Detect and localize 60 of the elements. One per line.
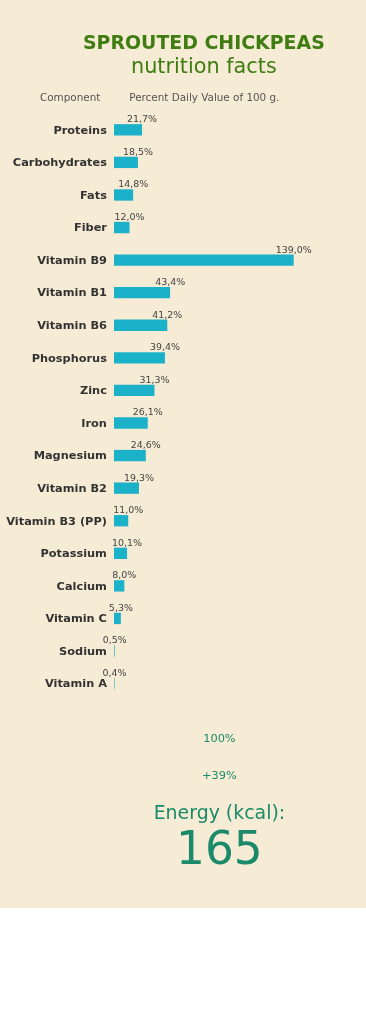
- data-label: 10,1%: [112, 536, 143, 548]
- bar: [114, 417, 148, 429]
- y-tick-label: Phosphorus: [31, 350, 108, 365]
- data-label: 8,0%: [112, 569, 137, 581]
- data-label: 139,0%: [275, 243, 312, 255]
- data-label: 31,3%: [139, 373, 170, 385]
- bar: [114, 319, 168, 331]
- text: Energy (kcal):: [153, 801, 286, 824]
- y-tick-label: Calcium: [56, 578, 107, 593]
- data-label: 41,2%: [152, 308, 183, 320]
- y-tick-label: Iron: [81, 415, 107, 430]
- data-label: 26,1%: [132, 406, 163, 418]
- y-tick-label: Sodium: [59, 643, 107, 658]
- data-label: 18,5%: [122, 145, 153, 157]
- y-tick-label: Vitamin A: [44, 676, 108, 691]
- y-tick-label: Vitamin C: [45, 611, 107, 626]
- y-tick-label: Carbohydrates: [12, 155, 108, 170]
- y-tick-label: Fats: [80, 187, 108, 202]
- y-tick-label: Zinc: [80, 383, 107, 398]
- data-label: 11,0%: [113, 504, 144, 516]
- bar: [114, 156, 138, 169]
- bar: [114, 124, 143, 136]
- bar: [114, 254, 294, 266]
- bar: [114, 580, 125, 592]
- text: +39%: [202, 768, 237, 783]
- bar: [114, 189, 134, 201]
- data-label: 43,4%: [155, 276, 186, 288]
- data-label: 5,3%: [108, 601, 133, 613]
- bar: [114, 482, 139, 494]
- bar: [114, 287, 171, 299]
- data-label: 21,7%: [127, 113, 158, 125]
- data-label: 0,5%: [102, 634, 127, 646]
- y-tick-label: Vitamin B3 (PP): [6, 513, 107, 528]
- y-tick-label: Vitamin B1: [37, 285, 108, 300]
- bar: [114, 515, 129, 527]
- y-tick-label: Proteins: [53, 122, 108, 137]
- bar: [114, 221, 130, 234]
- bar: [114, 352, 165, 364]
- data-label: 24,6%: [130, 439, 161, 451]
- chart-title: SPROUTED CHICKPEAS: [82, 31, 325, 54]
- text: 100%: [203, 730, 236, 745]
- data-label: 12,0%: [114, 210, 145, 222]
- bar: [114, 612, 121, 625]
- y-axis-title: Component: [39, 90, 101, 103]
- text: 165: [176, 822, 263, 876]
- data-label: 14,8%: [118, 178, 149, 190]
- bar: [114, 384, 155, 397]
- y-tick-label: Vitamin B9: [37, 252, 108, 267]
- y-tick-label: Potassium: [40, 546, 107, 561]
- data-label: 19,3%: [123, 471, 154, 483]
- y-tick-label: Vitamin B6: [37, 318, 108, 333]
- y-tick-label: Fiber: [73, 220, 108, 235]
- data-label: 39,4%: [149, 341, 180, 353]
- y-tick-label: Vitamin B2: [37, 480, 107, 495]
- y-tick-label: Magnesium: [33, 448, 107, 463]
- bar: [114, 547, 128, 559]
- chart-subtitle: nutrition facts: [130, 53, 277, 78]
- data-label: 0,4%: [102, 667, 127, 679]
- bar: [114, 449, 146, 462]
- x-axis-title: Percent Daily Value of 100 g.: [129, 90, 280, 103]
